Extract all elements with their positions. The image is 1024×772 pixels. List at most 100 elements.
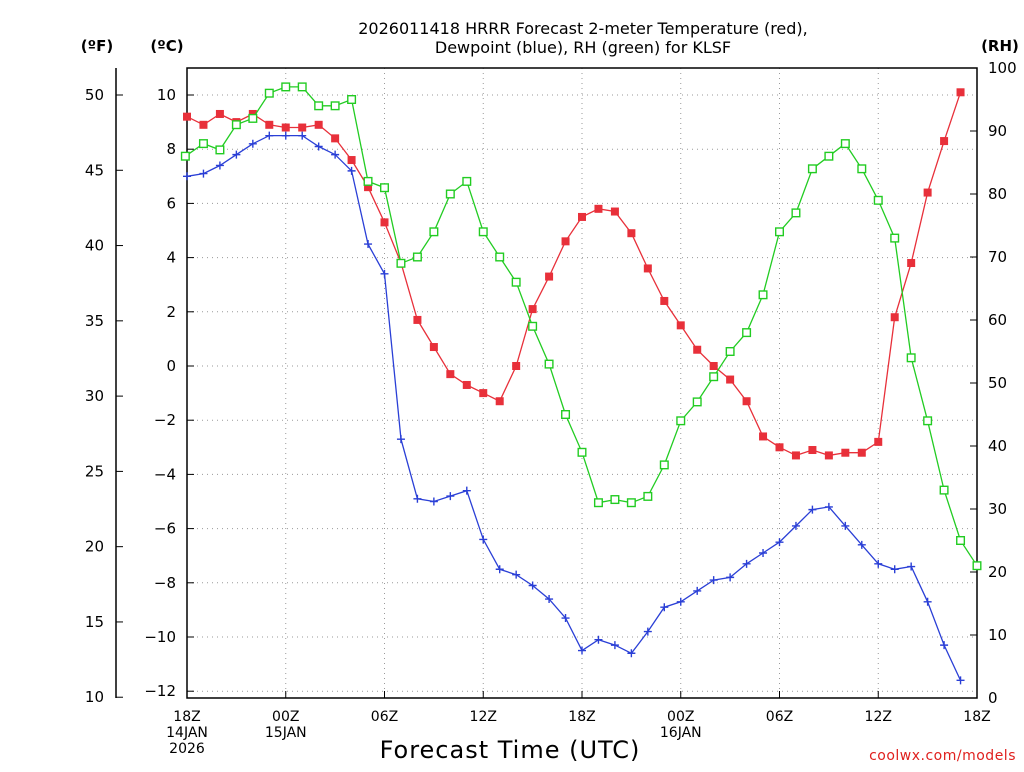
rh-point (643, 491, 653, 501)
rh-point (297, 82, 307, 92)
fahrenheit-tick-label: 20 (85, 538, 104, 556)
dewpoint-point (462, 486, 471, 495)
rh-point (593, 498, 603, 508)
rh-point (890, 233, 900, 243)
temperature-point (314, 120, 323, 129)
dewpoint-point (791, 521, 800, 530)
celsius-unit-label: (ºC) (150, 37, 183, 55)
dewpoint-point (479, 535, 488, 544)
rh-point (906, 353, 916, 363)
dewpoint-point (248, 139, 257, 148)
dewpoint-point (923, 597, 932, 606)
temperature-point (298, 123, 307, 132)
rh-point (495, 252, 505, 262)
temperature-point (578, 212, 586, 221)
rh-point (923, 416, 933, 426)
rh-point (791, 208, 801, 218)
dewpoint-point (331, 150, 340, 159)
celsius-tick-label: 8 (166, 140, 176, 158)
rh-point (758, 290, 768, 300)
celsius-tick-label: 2 (166, 303, 176, 321)
dewpoint-point (709, 576, 718, 585)
dewpoint-point (298, 131, 307, 140)
dewpoint-point (347, 166, 356, 175)
temperature-point (857, 448, 866, 457)
data-series (180, 82, 982, 685)
chart-title-line-1: 2026011418 HRRR Forecast 2-meter Tempera… (358, 19, 808, 38)
rh-tick-label: 90 (988, 122, 1007, 140)
rh-point (857, 164, 867, 174)
dewpoint-point (545, 595, 554, 604)
temperature-point (347, 156, 356, 165)
x-tick-label: 18Z (963, 709, 990, 725)
dewpoint-point (281, 131, 290, 140)
celsius-tick-label: −10 (144, 628, 176, 646)
fahrenheit-tick-label: 50 (85, 86, 104, 104)
rh-point (659, 460, 669, 470)
celsius-tick-label: −6 (154, 520, 176, 538)
rh-tick-label: 80 (988, 185, 1007, 203)
dewpoint-point (956, 676, 965, 685)
dewpoint-point (857, 540, 866, 549)
fahrenheit-tick-label: 40 (85, 237, 104, 255)
dewpoint-point (742, 559, 751, 568)
temperature-point (824, 451, 833, 460)
axes: 5045403530252015101086420−2−4−6−8−10−121… (85, 59, 1017, 757)
rh-point (248, 113, 258, 123)
rh-point (676, 416, 686, 426)
temperature-point (940, 137, 949, 146)
rh-point (824, 151, 834, 161)
credit-text: coolwx.com/models (869, 748, 1016, 764)
dewpoint-point (512, 570, 521, 579)
x-tick-label: 14JAN (166, 725, 208, 741)
temperature-point (561, 237, 570, 246)
rh-tick-label: 20 (988, 563, 1007, 581)
rh-point (709, 372, 719, 382)
rh-point (198, 139, 208, 149)
temperature-point (874, 437, 883, 446)
chart-title-line-2: Dewpoint (blue), RH (green) for KLSF (435, 38, 731, 57)
temperature-point (808, 446, 817, 455)
rh-point (742, 328, 752, 338)
temperature-point (775, 443, 784, 452)
x-tick-label: 12Z (470, 709, 497, 725)
fahrenheit-tick-label: 35 (85, 312, 104, 330)
temperature-point (627, 229, 636, 238)
rh-tick-label: 70 (988, 248, 1007, 266)
rh-point (347, 94, 357, 104)
x-tick-label: 18Z (173, 709, 200, 725)
dewpoint-point (890, 565, 899, 574)
dewpoint-point (314, 142, 323, 151)
rh-point (626, 498, 636, 508)
temperature-point (643, 264, 652, 273)
rh-point (462, 176, 472, 186)
rh-point (528, 321, 538, 331)
dewpoint-point (528, 581, 537, 590)
temperature-point (610, 207, 619, 216)
dewpoint-point (643, 627, 652, 636)
dewpoint-point (594, 635, 603, 644)
series-line (185, 86, 978, 567)
dewpoint-point (726, 573, 735, 582)
rh-point (314, 101, 324, 111)
rh-point (445, 189, 455, 199)
rh-point (972, 561, 982, 571)
temperature-point (791, 451, 800, 460)
temperature-point (265, 120, 274, 129)
celsius-tick-label: −2 (154, 411, 176, 429)
rh-point (610, 495, 620, 505)
rh-point (561, 410, 571, 420)
temperature-point (956, 88, 965, 97)
series-dewpoint (183, 131, 965, 685)
dewpoint-point (364, 240, 373, 249)
fahrenheit-tick-label: 25 (85, 462, 104, 480)
grid-lines (187, 68, 977, 698)
dewpoint-point (693, 586, 702, 595)
celsius-tick-label: 6 (166, 194, 176, 212)
rh-point (281, 82, 291, 92)
dewpoint-point (824, 502, 833, 511)
series-temperature (183, 88, 965, 460)
dewpoint-point (265, 131, 274, 140)
dewpoint-point (627, 649, 636, 658)
rh-point (544, 359, 554, 369)
